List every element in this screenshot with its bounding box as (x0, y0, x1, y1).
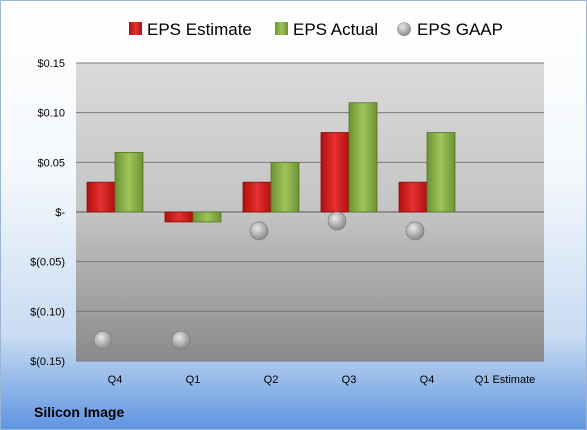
bar-actual (192, 211, 222, 223)
y-tick-label: $0.15 (37, 58, 65, 70)
y-tick-label: $(0.10) (30, 306, 65, 318)
y-tick-label: $- (55, 207, 65, 219)
gridlines (76, 62, 544, 362)
legend-item-actual: EPS Actual (275, 20, 378, 39)
gaap-point (405, 221, 425, 241)
bar-actual (348, 102, 378, 213)
bar-actual (426, 132, 456, 213)
legend-label-actual: EPS Actual (293, 20, 378, 39)
legend-label-estimate: EPS Estimate (147, 20, 252, 39)
x-tick-label: Q1 (186, 374, 201, 386)
gaap-point (171, 330, 191, 350)
y-tick-label: $0.10 (37, 108, 65, 120)
bar-estimate (398, 181, 428, 213)
bar-actual (270, 161, 300, 213)
y-tick-label: $0.05 (37, 157, 65, 169)
bar-actual (114, 151, 144, 213)
gaap-point (249, 221, 269, 241)
legend-swatch-estimate (129, 22, 142, 35)
bar-estimate (86, 181, 116, 213)
legend: EPS Estimate EPS Actual EPS GAAP (129, 20, 503, 39)
y-axis: $0.15 $0.10 $0.05 $- $(0.05) $(0.10) $(0.15) (30, 58, 65, 368)
x-tick-label: Q4 (108, 374, 123, 386)
x-tick-label: Q1 Estimate (475, 374, 536, 386)
x-tick-label: Q2 (264, 374, 279, 386)
gaap-points (93, 211, 425, 350)
bar-estimate (164, 211, 194, 223)
y-tick-label: $(0.05) (30, 257, 65, 269)
bar-estimate (320, 132, 350, 213)
legend-item-gaap: EPS GAAP (397, 20, 503, 39)
legend-label-gaap: EPS GAAP (417, 20, 503, 39)
x-tick-label: Q3 (342, 374, 357, 386)
bars (86, 102, 456, 223)
company-name: Silicon Image (34, 404, 124, 420)
x-tick-label: Q4 (420, 374, 435, 386)
x-axis: Q4 Q1 Q2 Q3 Q4 Q1 Estimate (108, 374, 536, 386)
legend-swatch-gaap (397, 22, 411, 36)
legend-swatch-actual (275, 22, 288, 35)
y-tick-label: $(0.15) (30, 356, 65, 368)
bar-estimate (242, 181, 272, 213)
legend-item-estimate: EPS Estimate (129, 20, 252, 39)
gaap-point (327, 211, 347, 231)
gaap-point (93, 330, 113, 350)
